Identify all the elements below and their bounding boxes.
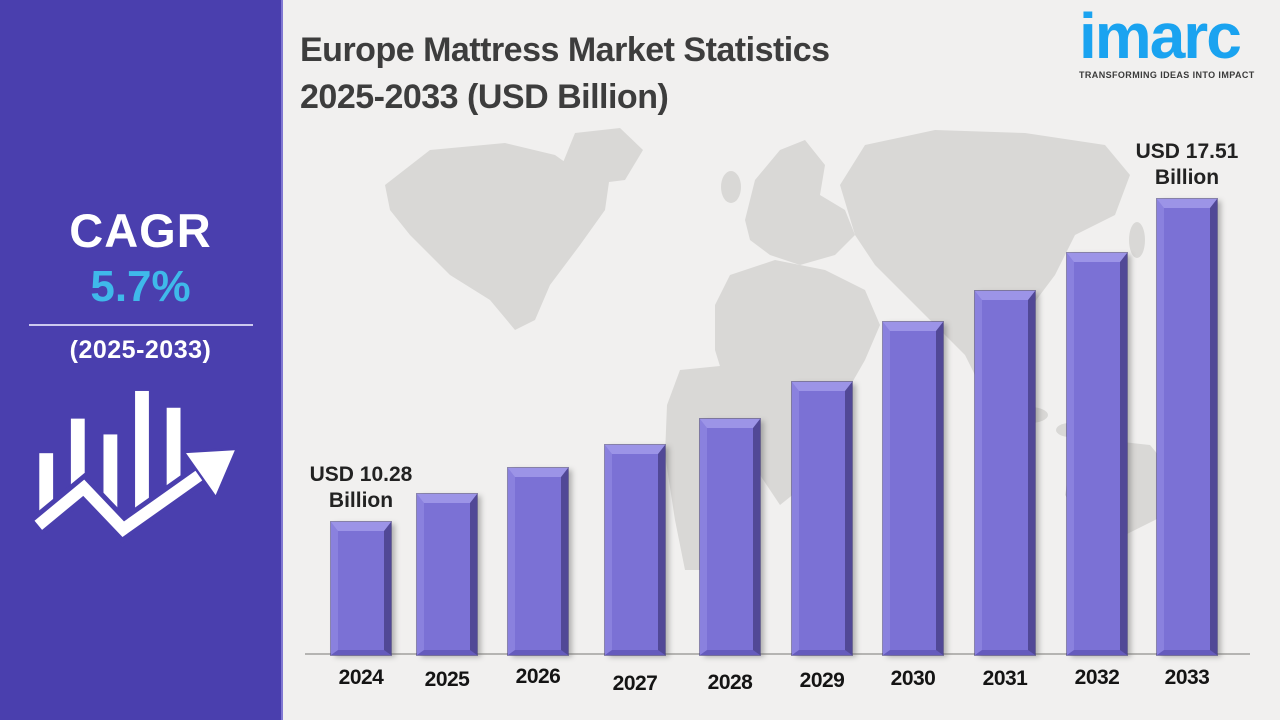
bar-2030 <box>882 321 944 656</box>
imarc-logo: imarc TRANSFORMING IDEAS INTO IMPACT <box>1079 0 1264 80</box>
bar-2026 <box>507 467 569 656</box>
year-label-2031: 2031 <box>982 667 1028 690</box>
bar-2028 <box>699 418 761 656</box>
value-label-2033: USD 17.51 Billion <box>1135 140 1239 189</box>
cagr-label: CAGR <box>69 204 212 257</box>
value-label-2024: USD 10.28 Billion <box>309 463 413 512</box>
year-label-2025: 2025 <box>424 668 470 691</box>
chart-title: Europe Mattress Market Statistics 2025-2… <box>300 27 830 121</box>
cagr-divider <box>28 324 253 326</box>
bar-2029 <box>791 381 853 656</box>
cagr-sidebar: CAGR 5.7% (2025-2033) <box>0 0 283 720</box>
bar-2025 <box>416 493 478 656</box>
chart-title-line1: Europe Mattress Market Statistics <box>300 31 830 69</box>
bar-2031 <box>974 290 1036 656</box>
bar-2032 <box>1066 252 1128 656</box>
bar-2024 <box>330 521 392 656</box>
year-label-2029: 2029 <box>799 669 845 692</box>
imarc-wordmark: imarc <box>1079 0 1242 72</box>
growth-trend-icon <box>0 389 281 552</box>
bar-2027 <box>604 444 666 656</box>
cagr-value: 5.7% <box>90 262 191 311</box>
year-label-2024: 2024 <box>338 666 384 689</box>
year-label-2033: 2033 <box>1164 666 1210 689</box>
year-label-2026: 2026 <box>515 665 561 688</box>
year-label-2027: 2027 <box>612 672 658 695</box>
imarc-tagline: TRANSFORMING IDEAS INTO IMPACT <box>1079 69 1255 80</box>
x-axis-baseline <box>305 653 1250 655</box>
year-label-2030: 2030 <box>890 667 936 690</box>
chart-title-line2: 2025-2033 (USD Billion) <box>300 78 669 116</box>
chart-panel: Europe Mattress Market Statistics 2025-2… <box>283 0 1280 720</box>
cagr-period: (2025-2033) <box>69 336 212 364</box>
bar-2033 <box>1156 198 1218 656</box>
year-label-2032: 2032 <box>1074 666 1120 689</box>
year-label-2028: 2028 <box>707 671 753 694</box>
